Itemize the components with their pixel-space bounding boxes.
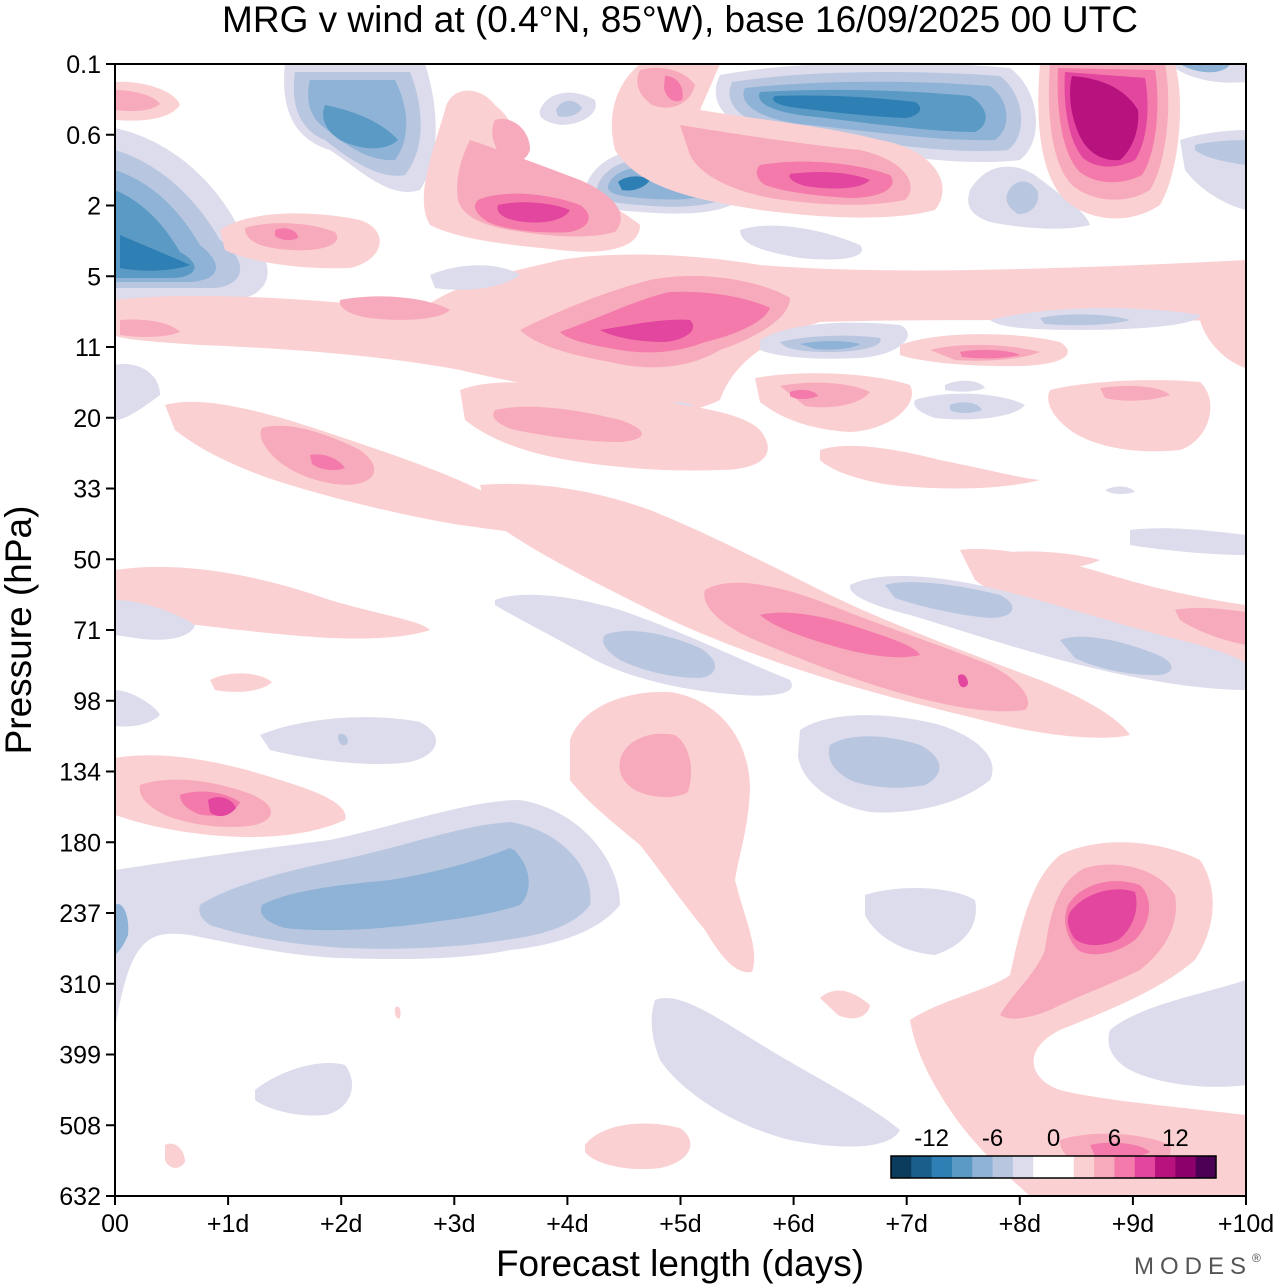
neg-upper-right	[539, 64, 1246, 260]
neg-lobe-day0-5hpa	[115, 128, 268, 300]
y-tick-label: 0.6	[66, 122, 101, 150]
pos-lobe-day2-25hpa	[165, 373, 1040, 535]
pos-lobe-day5-9hpa	[115, 254, 1246, 413]
colorbar-tick-label: 12	[1162, 1125, 1189, 1152]
x-tick-label: +6d	[772, 1210, 814, 1238]
x-tick-label: +5d	[659, 1210, 701, 1238]
colorbar-swatch	[951, 1156, 973, 1178]
y-tick-label: 33	[73, 476, 101, 504]
colorbar-swatch	[1053, 1156, 1075, 1178]
x-tick-label: 00	[101, 1210, 129, 1238]
x-tick-label: +4d	[546, 1210, 588, 1238]
colorbar-swatch	[1155, 1156, 1176, 1178]
neg-lobe-day2-0p6hpa	[284, 64, 436, 192]
x-tick-label: +2d	[320, 1210, 362, 1238]
pos-band-right-11-20hpa	[900, 320, 1246, 452]
chart-title: MRG v wind at (0.4°N, 85°W), base 16/09/…	[222, 0, 1138, 40]
y-tick-label: 71	[73, 617, 101, 645]
pos-plume-day5-150hpa	[165, 691, 870, 1170]
colorbar-swatch	[1134, 1156, 1156, 1178]
x-tick-label: +8d	[999, 1210, 1041, 1238]
pos-lobe-day6p6-1p5hpa	[611, 64, 943, 218]
y-axis: 0.1 0.6 2 5 11 20 33 50 71 98 134 180 237 310 399 508 63…	[59, 51, 115, 1211]
x-tick-label: +9d	[1112, 1210, 1154, 1238]
y-tick-label: 399	[59, 1042, 101, 1070]
colorbar-frame	[890, 1155, 1217, 1179]
y-tick-label: 237	[59, 900, 101, 928]
neg-lobe-day2p5-230hpa	[115, 800, 620, 1116]
colorbar: -12 -6 0 6 12	[890, 1125, 1217, 1179]
colorbar-tick-label: 0	[1047, 1125, 1060, 1152]
pos-lobe-day1-150hpa	[115, 755, 346, 838]
colorbar-swatch	[1195, 1156, 1217, 1178]
colorbar-swatch	[931, 1156, 953, 1178]
colorbar-swatch	[992, 1156, 1014, 1178]
pos-lobe-day9-0p4hpa	[1038, 64, 1180, 219]
pos-lobe-day3p7-2hpa	[423, 90, 640, 252]
x-tick-label: +3d	[433, 1210, 475, 1238]
colorbar-swatch	[1012, 1156, 1034, 1178]
y-tick-label: 98	[73, 688, 101, 716]
x-axis-label: Forecast length (days)	[496, 1243, 864, 1284]
y-tick-label: 0.1	[66, 51, 101, 79]
pos-lobe-upper-left	[115, 81, 380, 269]
y-tick-label: 20	[73, 405, 101, 433]
x-tick-label: +10d	[1218, 1210, 1274, 1238]
y-tick-label: 134	[59, 759, 101, 787]
modes-logo: MODES®	[1134, 1251, 1261, 1280]
colorbar-tick-label: -6	[982, 1125, 1003, 1152]
y-tick-label: 2	[87, 193, 101, 221]
neg-band-tilted-60-100hpa	[115, 486, 1246, 765]
pos-band-tilted-50-100hpa	[115, 483, 1246, 738]
y-tick-label: 5	[87, 263, 101, 291]
colorbar-tick-label: 6	[1108, 1125, 1121, 1152]
y-axis-label: Pressure (hPa)	[0, 506, 39, 755]
contour-field	[115, 64, 1246, 1196]
y-tick-label: 632	[59, 1183, 101, 1211]
y-tick-label: 310	[59, 971, 101, 999]
colorbar-swatch	[1114, 1156, 1136, 1178]
colorbar-swatch	[1073, 1156, 1095, 1178]
colorbar-swatch	[1175, 1156, 1197, 1178]
y-tick-label: 11	[75, 334, 101, 362]
colorbar-swatch	[1033, 1156, 1054, 1178]
colorbar-swatch	[911, 1156, 933, 1178]
neg-lobe-day7-125hpa	[651, 715, 1246, 1147]
colorbar-swatch	[1094, 1156, 1115, 1178]
x-tick-label: +7d	[885, 1210, 927, 1238]
y-tick-label: 180	[59, 829, 101, 857]
colorbar-swatch	[972, 1156, 994, 1178]
colorbar-tick-label: -12	[914, 1125, 949, 1152]
x-tick-label: +1d	[207, 1210, 249, 1238]
y-tick-label: 508	[59, 1112, 101, 1140]
y-tick-label: 50	[73, 546, 101, 574]
colorbar-swatch	[891, 1156, 912, 1178]
x-axis: 00 +1d +2d +3d +4d +5d +6d +7d +8d +9d +10d	[101, 1196, 1274, 1238]
